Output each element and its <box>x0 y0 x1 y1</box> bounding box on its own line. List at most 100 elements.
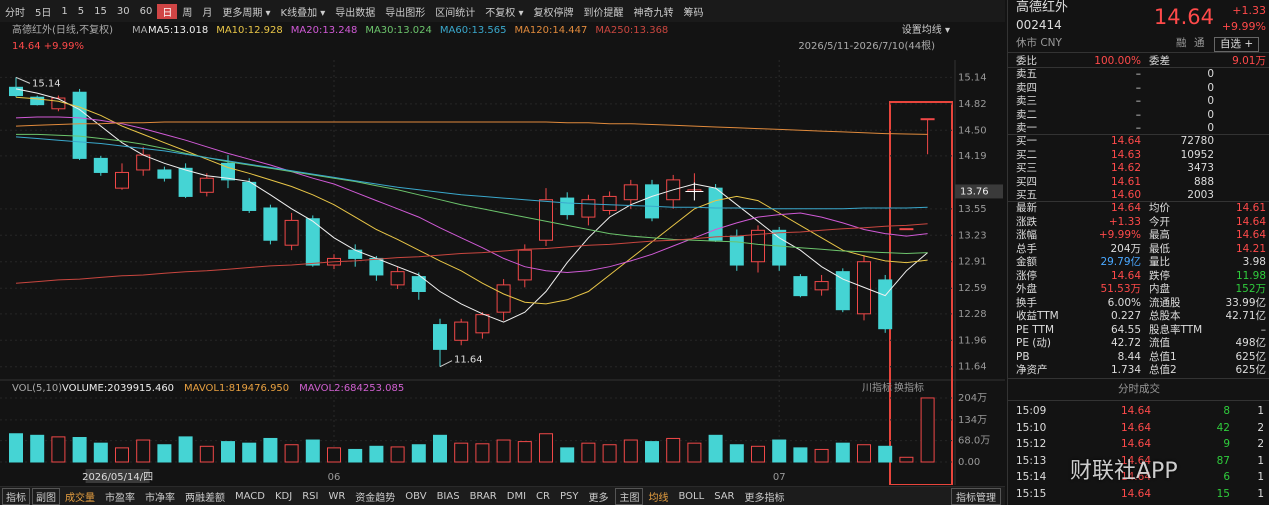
indicator-button[interactable]: 市净率 <box>145 493 175 504</box>
candle-body <box>623 184 638 201</box>
quote-text: 625亿 <box>1235 350 1266 363</box>
period-button[interactable]: 复权停牌 <box>533 7 574 19</box>
indicator-button[interactable]: 均线 <box>648 493 669 504</box>
volume-bar <box>30 434 45 463</box>
period-button[interactable]: 15 <box>94 5 107 17</box>
indicator-button[interactable]: MACD <box>235 491 265 502</box>
indicator-switch: 换指标 <box>894 381 924 394</box>
period-button[interactable]: 神奇九转 <box>633 7 674 19</box>
quote-text: 14.64 <box>1120 438 1151 451</box>
quote-text: 最新 <box>1016 202 1037 214</box>
candle-body <box>221 162 235 181</box>
period-button[interactable]: 周 <box>182 7 193 19</box>
period-button[interactable]: 区间统计 <box>435 7 476 19</box>
quote-text: 1 <box>1257 454 1264 467</box>
period-button[interactable]: 5 <box>77 5 85 17</box>
quote-text: 量比 <box>1149 256 1170 268</box>
period-button[interactable]: 导出数据 <box>335 7 376 19</box>
quote-text: 0 <box>1207 122 1214 134</box>
indicator-button[interactable]: WR <box>328 491 346 502</box>
period-button[interactable]: 筹码 <box>683 7 704 19</box>
period-button[interactable]: 更多周期 ▾ <box>222 7 271 19</box>
indicator-button[interactable]: 两融差额 <box>185 493 225 504</box>
indicator-button[interactable]: 更多 <box>588 493 609 504</box>
period-button[interactable]: 5日 <box>35 7 52 19</box>
kline-chart: 高德红外(日线,不复权) 14.64 +9.99% 设置均线 ▾ 2026/5/… <box>0 22 1005 485</box>
candle-body <box>390 271 405 286</box>
period-button[interactable]: 日 <box>157 3 178 19</box>
candle-body <box>411 276 426 292</box>
period-button[interactable]: 60 <box>139 5 153 17</box>
volume-bar <box>793 447 808 463</box>
y-tick-label: 11.96 <box>958 335 987 346</box>
volume-bar <box>369 445 384 463</box>
quote-text: 股息率TTM <box>1149 323 1203 336</box>
quote-text: – <box>1135 108 1141 121</box>
indicator-button[interactable]: 成交量 <box>65 493 95 504</box>
candle-body <box>242 181 257 211</box>
indicator-manage[interactable]: 指标管理 <box>951 488 1001 505</box>
period-button[interactable]: 月 <box>202 7 213 19</box>
indicator-button[interactable]: 市盈率 <box>105 493 135 504</box>
volume-bar <box>51 436 66 463</box>
ma-line <box>15 96 928 305</box>
period-toolbar: 分时 5日 1 5 15 30 60 日周月更多周期 ▾ K线叠加 ▾ 导出数据 导出图形 区间统计不… <box>0 0 1005 23</box>
separator <box>1008 201 1269 202</box>
volume-title: VOL(5,10) <box>12 383 62 394</box>
volume-bar <box>920 397 935 463</box>
ma-settings[interactable]: 设置均线 ▾ <box>902 23 950 36</box>
indicator-button[interactable]: PSY <box>559 491 579 502</box>
indicator-button[interactable]: BIAS <box>436 491 460 502</box>
quote-text: 14.64 <box>1110 202 1141 214</box>
volume-annotation: MAVOL2:684253.085 <box>299 383 404 394</box>
quote-text: 9 <box>1223 438 1230 451</box>
volume-bar <box>729 444 744 463</box>
volume-bar <box>623 439 638 463</box>
candle-body <box>920 118 935 121</box>
indicator-button[interactable]: BOLL <box>678 491 705 502</box>
period-button[interactable]: 导出图形 <box>385 7 426 19</box>
quote-text: 11.98 <box>1235 269 1266 282</box>
quote-text: PB <box>1016 350 1030 363</box>
quote-text: 42 <box>1216 421 1230 434</box>
indicator-button[interactable]: OBV <box>405 491 427 502</box>
trades-title: 分时成交 <box>1118 383 1160 395</box>
indicator-button[interactable]: RSI <box>302 491 319 502</box>
high-pointer <box>15 76 31 84</box>
indicator-button[interactable]: KDJ <box>274 491 293 502</box>
candle-body <box>305 218 320 266</box>
period-button[interactable]: 不复权 ▾ <box>485 7 524 19</box>
period-button[interactable]: 1 <box>61 5 68 17</box>
indicator-button[interactable]: 更多指标 <box>744 493 785 504</box>
candle-body <box>729 235 744 266</box>
period-button[interactable]: K线叠加 ▾ <box>280 7 326 19</box>
period-button[interactable]: 分时 <box>5 7 25 19</box>
period-button[interactable]: 到价提醒 <box>583 7 624 19</box>
quote-text: 9.01万 <box>1232 55 1266 67</box>
y-tick-label: 14.19 <box>958 151 987 162</box>
indicator-button[interactable]: BRAR <box>469 491 497 502</box>
indicator-button[interactable]: 资金趋势 <box>355 493 396 504</box>
quote-text: 14.60 <box>1110 189 1141 201</box>
indicator-button[interactable]: 指标 <box>2 488 30 505</box>
quote-text: 委比 <box>1016 55 1037 67</box>
x-tick-label: 07 <box>773 472 786 483</box>
indicator-button[interactable]: 主图 <box>615 488 644 505</box>
quote-text: +1.33 <box>1232 4 1266 17</box>
indicator-button[interactable]: CR <box>536 491 550 502</box>
candle-body <box>899 228 914 231</box>
candle-body <box>178 167 193 197</box>
quote-text: 外盘 <box>1016 283 1037 295</box>
quote-text: 64.55 <box>1110 323 1141 336</box>
watchlist-button[interactable]: 自选 + <box>1214 37 1260 52</box>
quote-text: – <box>1135 122 1141 134</box>
indicator-button[interactable]: 副图 <box>32 488 60 505</box>
candle-body <box>835 271 850 311</box>
indicator-button[interactable]: SAR <box>714 491 735 502</box>
volume-bar <box>136 439 151 463</box>
quote-text: 涨停 <box>1016 269 1037 282</box>
candle-body <box>51 97 66 110</box>
indicator-button[interactable]: DMI <box>506 491 527 502</box>
period-button[interactable]: 30 <box>116 5 130 17</box>
